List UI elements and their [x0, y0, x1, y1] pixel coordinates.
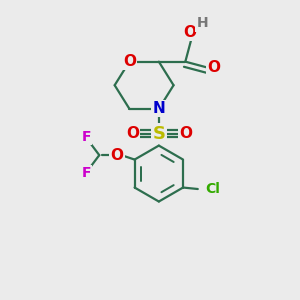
Text: F: F: [81, 130, 91, 144]
Text: O: O: [126, 126, 139, 141]
Text: O: O: [179, 126, 192, 141]
Text: Cl: Cl: [205, 182, 220, 196]
Text: S: S: [152, 125, 165, 143]
Text: N: N: [152, 101, 165, 116]
Text: O: O: [207, 60, 220, 75]
Text: H: H: [196, 16, 208, 30]
Text: O: O: [183, 25, 196, 40]
Text: O: O: [123, 54, 136, 69]
Text: F: F: [81, 167, 91, 180]
Text: O: O: [110, 148, 123, 163]
